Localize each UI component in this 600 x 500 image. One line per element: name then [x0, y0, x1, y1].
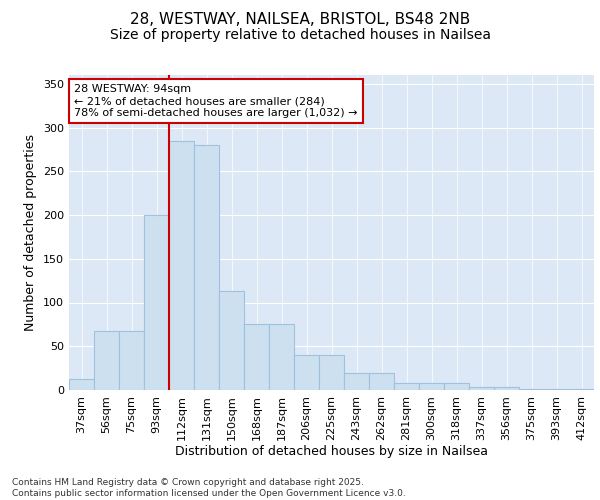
- Bar: [419, 383, 444, 390]
- Bar: [469, 388, 494, 390]
- Bar: [344, 372, 369, 390]
- Bar: [494, 388, 519, 390]
- Bar: [194, 145, 219, 390]
- Bar: [444, 383, 469, 390]
- Bar: [144, 215, 169, 390]
- Bar: [269, 324, 294, 390]
- Text: 28, WESTWAY, NAILSEA, BRISTOL, BS48 2NB: 28, WESTWAY, NAILSEA, BRISTOL, BS48 2NB: [130, 12, 470, 28]
- Bar: [394, 383, 419, 390]
- X-axis label: Distribution of detached houses by size in Nailsea: Distribution of detached houses by size …: [175, 446, 488, 458]
- Bar: [94, 330, 119, 390]
- Text: 28 WESTWAY: 94sqm
← 21% of detached houses are smaller (284)
78% of semi-detache: 28 WESTWAY: 94sqm ← 21% of detached hous…: [74, 84, 358, 117]
- Bar: [119, 330, 144, 390]
- Bar: [219, 291, 244, 390]
- Bar: [369, 372, 394, 390]
- Bar: [69, 378, 94, 390]
- Text: Contains HM Land Registry data © Crown copyright and database right 2025.
Contai: Contains HM Land Registry data © Crown c…: [12, 478, 406, 498]
- Bar: [244, 324, 269, 390]
- Bar: [294, 355, 319, 390]
- Bar: [169, 140, 194, 390]
- Y-axis label: Number of detached properties: Number of detached properties: [25, 134, 37, 331]
- Text: Size of property relative to detached houses in Nailsea: Size of property relative to detached ho…: [110, 28, 491, 42]
- Bar: [519, 389, 544, 390]
- Bar: [569, 389, 594, 390]
- Bar: [544, 389, 569, 390]
- Bar: [319, 355, 344, 390]
